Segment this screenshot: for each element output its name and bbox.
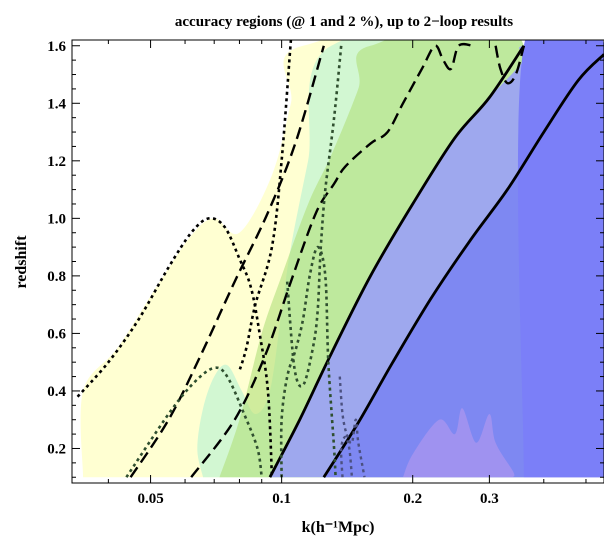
y-axis: 0.2 0.4 0.6 0.8 1.0 1.2 1.4 1.6 — [47, 39, 604, 478]
chart-title: accuracy regions (@ 1 and 2 %), up to 2−… — [175, 14, 513, 30]
y-tick-label: 0.4 — [47, 384, 66, 400]
x-tick-label: 0.3 — [480, 491, 499, 507]
y-axis-label: redshift — [13, 235, 30, 289]
x-tick-label: 0.2 — [403, 491, 422, 507]
accuracy-region-7 — [517, 40, 604, 478]
dash-boundary-curve-5 — [494, 45, 526, 85]
curve-layer — [76, 40, 604, 478]
y-tick-label: 1.2 — [47, 154, 66, 170]
x-axis-label: k(h⁻¹Mpc) — [302, 519, 375, 536]
dash-boundary-curve-4 — [190, 42, 474, 478]
y-tick-label: 0.6 — [47, 326, 66, 342]
y-tick-label: 0.2 — [47, 441, 66, 457]
y-tick-label: 1.4 — [47, 96, 66, 112]
solid-boundary-curve-2 — [322, 53, 604, 478]
x-tick-label: 0.05 — [137, 491, 163, 507]
dot-boundary-curve-6 — [76, 216, 274, 478]
dot-boundary-curve-7 — [238, 40, 293, 372]
accuracy-region-6 — [403, 408, 515, 478]
dot-boundary-curve-11 — [339, 435, 354, 478]
x-tick-label: 0.1 — [272, 491, 291, 507]
dot-boundary-curve-10 — [285, 45, 343, 388]
y-tick-label: 1.0 — [47, 211, 66, 227]
solid-boundary-curve-1 — [268, 45, 526, 478]
y-tick-label: 1.6 — [47, 39, 66, 55]
dot-boundary-curve-9 — [279, 245, 337, 478]
y-tick-label: 0.8 — [47, 269, 66, 285]
region-layer — [80, 40, 604, 478]
x-axis: 0.05 0.1 0.2 0.3 — [107, 40, 587, 507]
dash-boundary-curve-3 — [129, 45, 325, 478]
